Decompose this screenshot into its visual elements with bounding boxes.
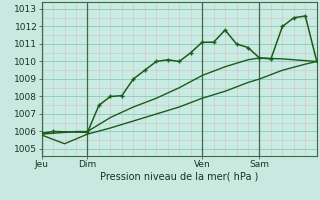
X-axis label: Pression niveau de la mer( hPa ): Pression niveau de la mer( hPa ) (100, 172, 258, 182)
